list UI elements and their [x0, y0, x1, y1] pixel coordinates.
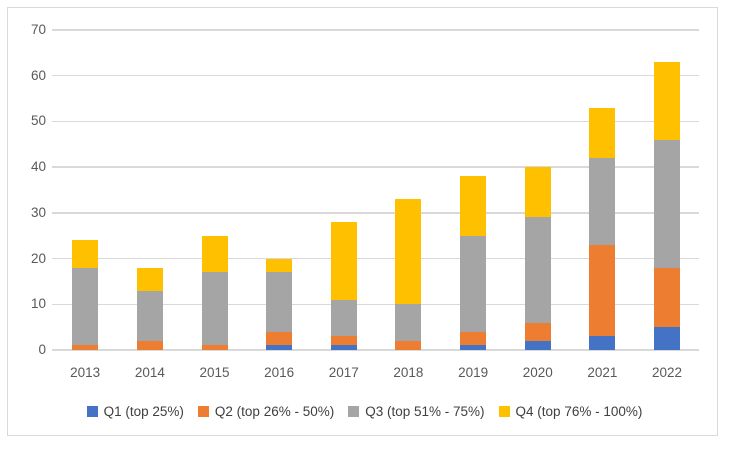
y-tick-label-50: 50: [30, 113, 46, 129]
bar-segment-2014-q2: [136, 340, 163, 350]
x-tick-label-2013: 2013: [70, 365, 101, 380]
y-tick-label-0: 0: [38, 342, 46, 357]
bar-segment-2021-q3: [589, 158, 616, 245]
q2-color-swatch: [197, 406, 209, 417]
bar-segment-2022-q4: [654, 62, 681, 140]
bar-2019: [460, 30, 487, 350]
q4-color-swatch: [498, 406, 510, 417]
bar-segment-2019-q4: [460, 176, 487, 236]
bar-segment-2020-q1: [524, 340, 551, 350]
y-tick-label-60: 60: [30, 67, 46, 83]
y-tick-label-10: 10: [30, 296, 46, 312]
q1-color-swatch: [86, 406, 98, 417]
bar-segment-2018-q3: [395, 304, 422, 341]
bar-segment-2015-q2: [201, 345, 228, 350]
x-tick-label-2021: 2021: [587, 365, 618, 380]
legend-label-q2: Q2 (top 26% - 50%): [214, 404, 335, 419]
legend: Q1 (top 25%) Q2 (top 26% - 50%) Q3 (top …: [0, 404, 729, 419]
gridline-30: [52, 212, 699, 214]
bar-2020: [524, 30, 551, 350]
bar-2015: [201, 30, 228, 350]
bar-segment-2016-q4: [266, 258, 293, 273]
x-tick-label-2015: 2015: [199, 365, 230, 380]
gridline-50: [52, 120, 699, 123]
x-tick-label-2022: 2022: [652, 365, 683, 380]
bar-segment-2019-q2: [460, 331, 487, 346]
bar-2013: [72, 30, 99, 350]
bar-segment-2022-q1: [654, 327, 681, 350]
bar-segment-2020-q4: [524, 167, 551, 218]
bar-segment-2017-q2: [330, 336, 357, 346]
bar-2017: [330, 30, 357, 350]
bar-segment-2021-q4: [589, 107, 616, 158]
legend-item-q1: Q1 (top 25%): [86, 404, 184, 419]
bar-segment-2014-q4: [136, 267, 163, 291]
legend-label-q4: Q4 (top 76% - 100%): [515, 404, 643, 419]
x-tick-label-2019: 2019: [458, 365, 489, 380]
bar-segment-2018-q4: [395, 199, 422, 305]
bar-segment-2022-q2: [654, 267, 681, 328]
y-tick-label-30: 30: [30, 204, 46, 220]
x-tick-label-2014: 2014: [134, 365, 165, 380]
gridline-60: [52, 74, 699, 77]
bar-segment-2021-q1: [589, 336, 616, 350]
bar-segment-2016-q3: [266, 272, 293, 332]
bar-segment-2020-q2: [524, 322, 551, 341]
bar-segment-2021-q2: [589, 244, 616, 337]
x-tick-label-2017: 2017: [328, 365, 359, 380]
bar-segment-2017-q4: [330, 222, 357, 300]
y-tick-label-70: 70: [30, 22, 46, 37]
bar-2016: [266, 30, 293, 350]
bar-2018: [395, 30, 422, 350]
bar-segment-2013-q2: [72, 345, 99, 350]
x-tick-label-2018: 2018: [393, 365, 424, 380]
bar-2014: [136, 30, 163, 350]
bar-segment-2018-q2: [395, 340, 422, 350]
bar-segment-2013-q3: [72, 267, 99, 346]
bar-segment-2015-q4: [201, 235, 228, 273]
legend-item-q4: Q4 (top 76% - 100%): [498, 404, 643, 419]
bar-segment-2016-q1: [266, 345, 293, 350]
bar-segment-2019-q1: [460, 345, 487, 350]
bar-segment-2013-q4: [72, 240, 99, 268]
legend-item-q3: Q3 (top 51% - 75%): [348, 404, 485, 419]
y-tick-label-20: 20: [30, 250, 46, 266]
gridline-70: [52, 29, 699, 31]
bar-segment-2019-q3: [460, 235, 487, 332]
bar-segment-2014-q3: [136, 290, 163, 341]
y-tick-label-40: 40: [30, 159, 46, 175]
bar-2022: [654, 30, 681, 350]
bar-segment-2020-q3: [524, 217, 551, 323]
plot-area: [52, 29, 699, 351]
bar-segment-2017-q1: [330, 345, 357, 350]
bar-2021: [589, 30, 616, 350]
legend-label-q3: Q3 (top 51% - 75%): [365, 404, 485, 419]
gridline-10: [52, 303, 699, 306]
x-tick-label-2020: 2020: [522, 365, 553, 380]
x-tick-label-2016: 2016: [264, 365, 295, 380]
gridline-20: [52, 257, 699, 260]
bar-segment-2016-q2: [266, 331, 293, 346]
gridline-0: [52, 349, 699, 351]
bar-segment-2022-q3: [654, 139, 681, 268]
legend-item-q2: Q2 (top 26% - 50%): [197, 404, 335, 419]
gridline-40: [52, 166, 699, 168]
bar-segment-2015-q3: [201, 272, 228, 346]
q3-color-swatch: [348, 406, 360, 417]
legend-label-q1: Q1 (top 25%): [103, 404, 184, 419]
bar-segment-2017-q3: [330, 299, 357, 337]
